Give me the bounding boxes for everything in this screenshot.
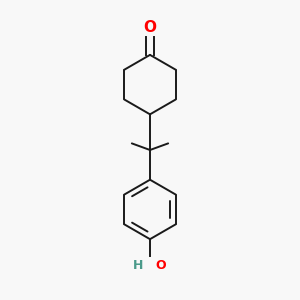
Text: H: H xyxy=(133,259,143,272)
Text: O: O xyxy=(143,20,157,35)
Text: O: O xyxy=(155,259,166,272)
